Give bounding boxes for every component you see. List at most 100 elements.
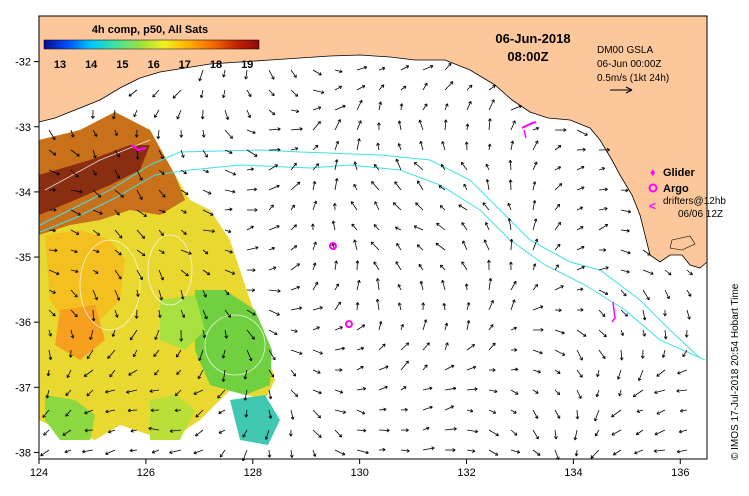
current-arrow-head [483, 239, 488, 243]
current-arrow [290, 286, 300, 291]
current-arrow [509, 160, 512, 171]
current-arrow [108, 429, 116, 433]
current-arrow-head [444, 103, 449, 107]
current-arrow-head [441, 279, 445, 284]
current-arrow [642, 309, 646, 321]
current-arrow [532, 429, 539, 440]
current-arrow-head [557, 221, 562, 226]
current-arrow [40, 449, 50, 457]
current-arrow-head [626, 269, 630, 274]
current-arrow-head [535, 126, 540, 131]
current-arrow-head [515, 391, 519, 395]
current-arrow-head [293, 162, 297, 167]
current-arrow [356, 409, 366, 415]
current-arrow-head [450, 405, 454, 409]
current-arrow-head [627, 209, 632, 214]
current-arrow [356, 388, 366, 391]
current-arrow [664, 329, 667, 340]
current-arrow-head [474, 387, 478, 391]
current-arrow [356, 347, 364, 351]
current-arrow [378, 101, 382, 111]
current-arrow-head [676, 388, 680, 393]
current-arrow-head [224, 335, 229, 339]
current-arrow-head [337, 119, 341, 123]
current-arrow [246, 149, 258, 157]
current-arrow-head [394, 226, 399, 231]
current-arrow-head [160, 277, 164, 281]
current-arrow [136, 269, 143, 280]
current-arrow-head [405, 342, 410, 346]
current-arrow-head [338, 85, 343, 90]
current-arrow [218, 429, 226, 434]
current-arrow [351, 223, 358, 231]
current-arrow-head [274, 331, 278, 336]
current-arrow-head [581, 186, 585, 190]
current-arrow [422, 447, 435, 451]
current-arrow [396, 158, 402, 171]
current-arrow [419, 119, 424, 131]
current-arrow [373, 224, 380, 231]
current-arrow [461, 222, 468, 231]
current-arrow [86, 389, 94, 397]
current-arrow [400, 85, 407, 91]
current-arrow [153, 349, 160, 357]
current-arrow-head [334, 178, 339, 182]
current-arrow [268, 225, 280, 231]
current-arrow [510, 449, 520, 453]
current-arrow [510, 239, 513, 251]
current-arrow-head [339, 390, 344, 394]
current-arrow [554, 166, 561, 171]
current-arrow-head [225, 116, 230, 120]
current-arrow-head [397, 284, 402, 288]
current-arrow [176, 109, 182, 120]
current-arrow-head [82, 449, 86, 454]
current-arrow-head [291, 204, 295, 209]
current-arrow [466, 344, 475, 351]
current-arrow [268, 349, 276, 361]
current-arrow [242, 429, 248, 438]
current-arrow-head [331, 220, 336, 224]
current-arrow-head [375, 298, 380, 303]
current-arrow-head [84, 410, 88, 415]
current-arrow [466, 449, 475, 452]
current-arrow [202, 149, 208, 158]
current-arrow-head [268, 415, 273, 419]
current-arrow-head [129, 448, 133, 453]
current-arrow [180, 169, 187, 175]
current-arrow-head [492, 85, 496, 89]
current-arrow-head [431, 446, 435, 451]
current-arrow [554, 183, 563, 191]
current-arrow [440, 264, 446, 271]
current-arrow [574, 429, 578, 441]
current-arrow-head [518, 104, 522, 109]
current-arrow [510, 368, 518, 371]
current-arrow-head [52, 228, 56, 233]
current-arrow-head [319, 351, 323, 355]
current-arrow-head [642, 317, 647, 321]
current-arrow-head [626, 228, 630, 233]
current-arrow [136, 209, 147, 217]
current-arrow-head [490, 300, 494, 304]
current-arrow [510, 389, 519, 395]
current-arrow [224, 109, 229, 120]
current-arrow-head [317, 415, 322, 419]
current-arrow [488, 342, 496, 351]
current-arrow [576, 129, 588, 136]
current-arrow-head [584, 132, 588, 136]
current-arrow [332, 220, 336, 231]
current-arrow-head [95, 270, 99, 274]
current-arrow [312, 181, 316, 191]
current-arrow-head [441, 141, 445, 145]
current-arrow-head [248, 93, 252, 98]
current-arrow [92, 169, 97, 176]
colorbar-title: 4h comp, p50, All Sats [92, 24, 208, 36]
current-arrow [154, 329, 160, 340]
current-arrow [193, 389, 204, 395]
current-arrow [47, 369, 50, 377]
current-arrow [152, 89, 160, 98]
current-arrow-head [318, 434, 322, 438]
current-arrow-head [360, 365, 364, 370]
current-arrow [180, 289, 184, 300]
current-arrow [532, 127, 539, 131]
current-arrow-head [108, 429, 112, 434]
